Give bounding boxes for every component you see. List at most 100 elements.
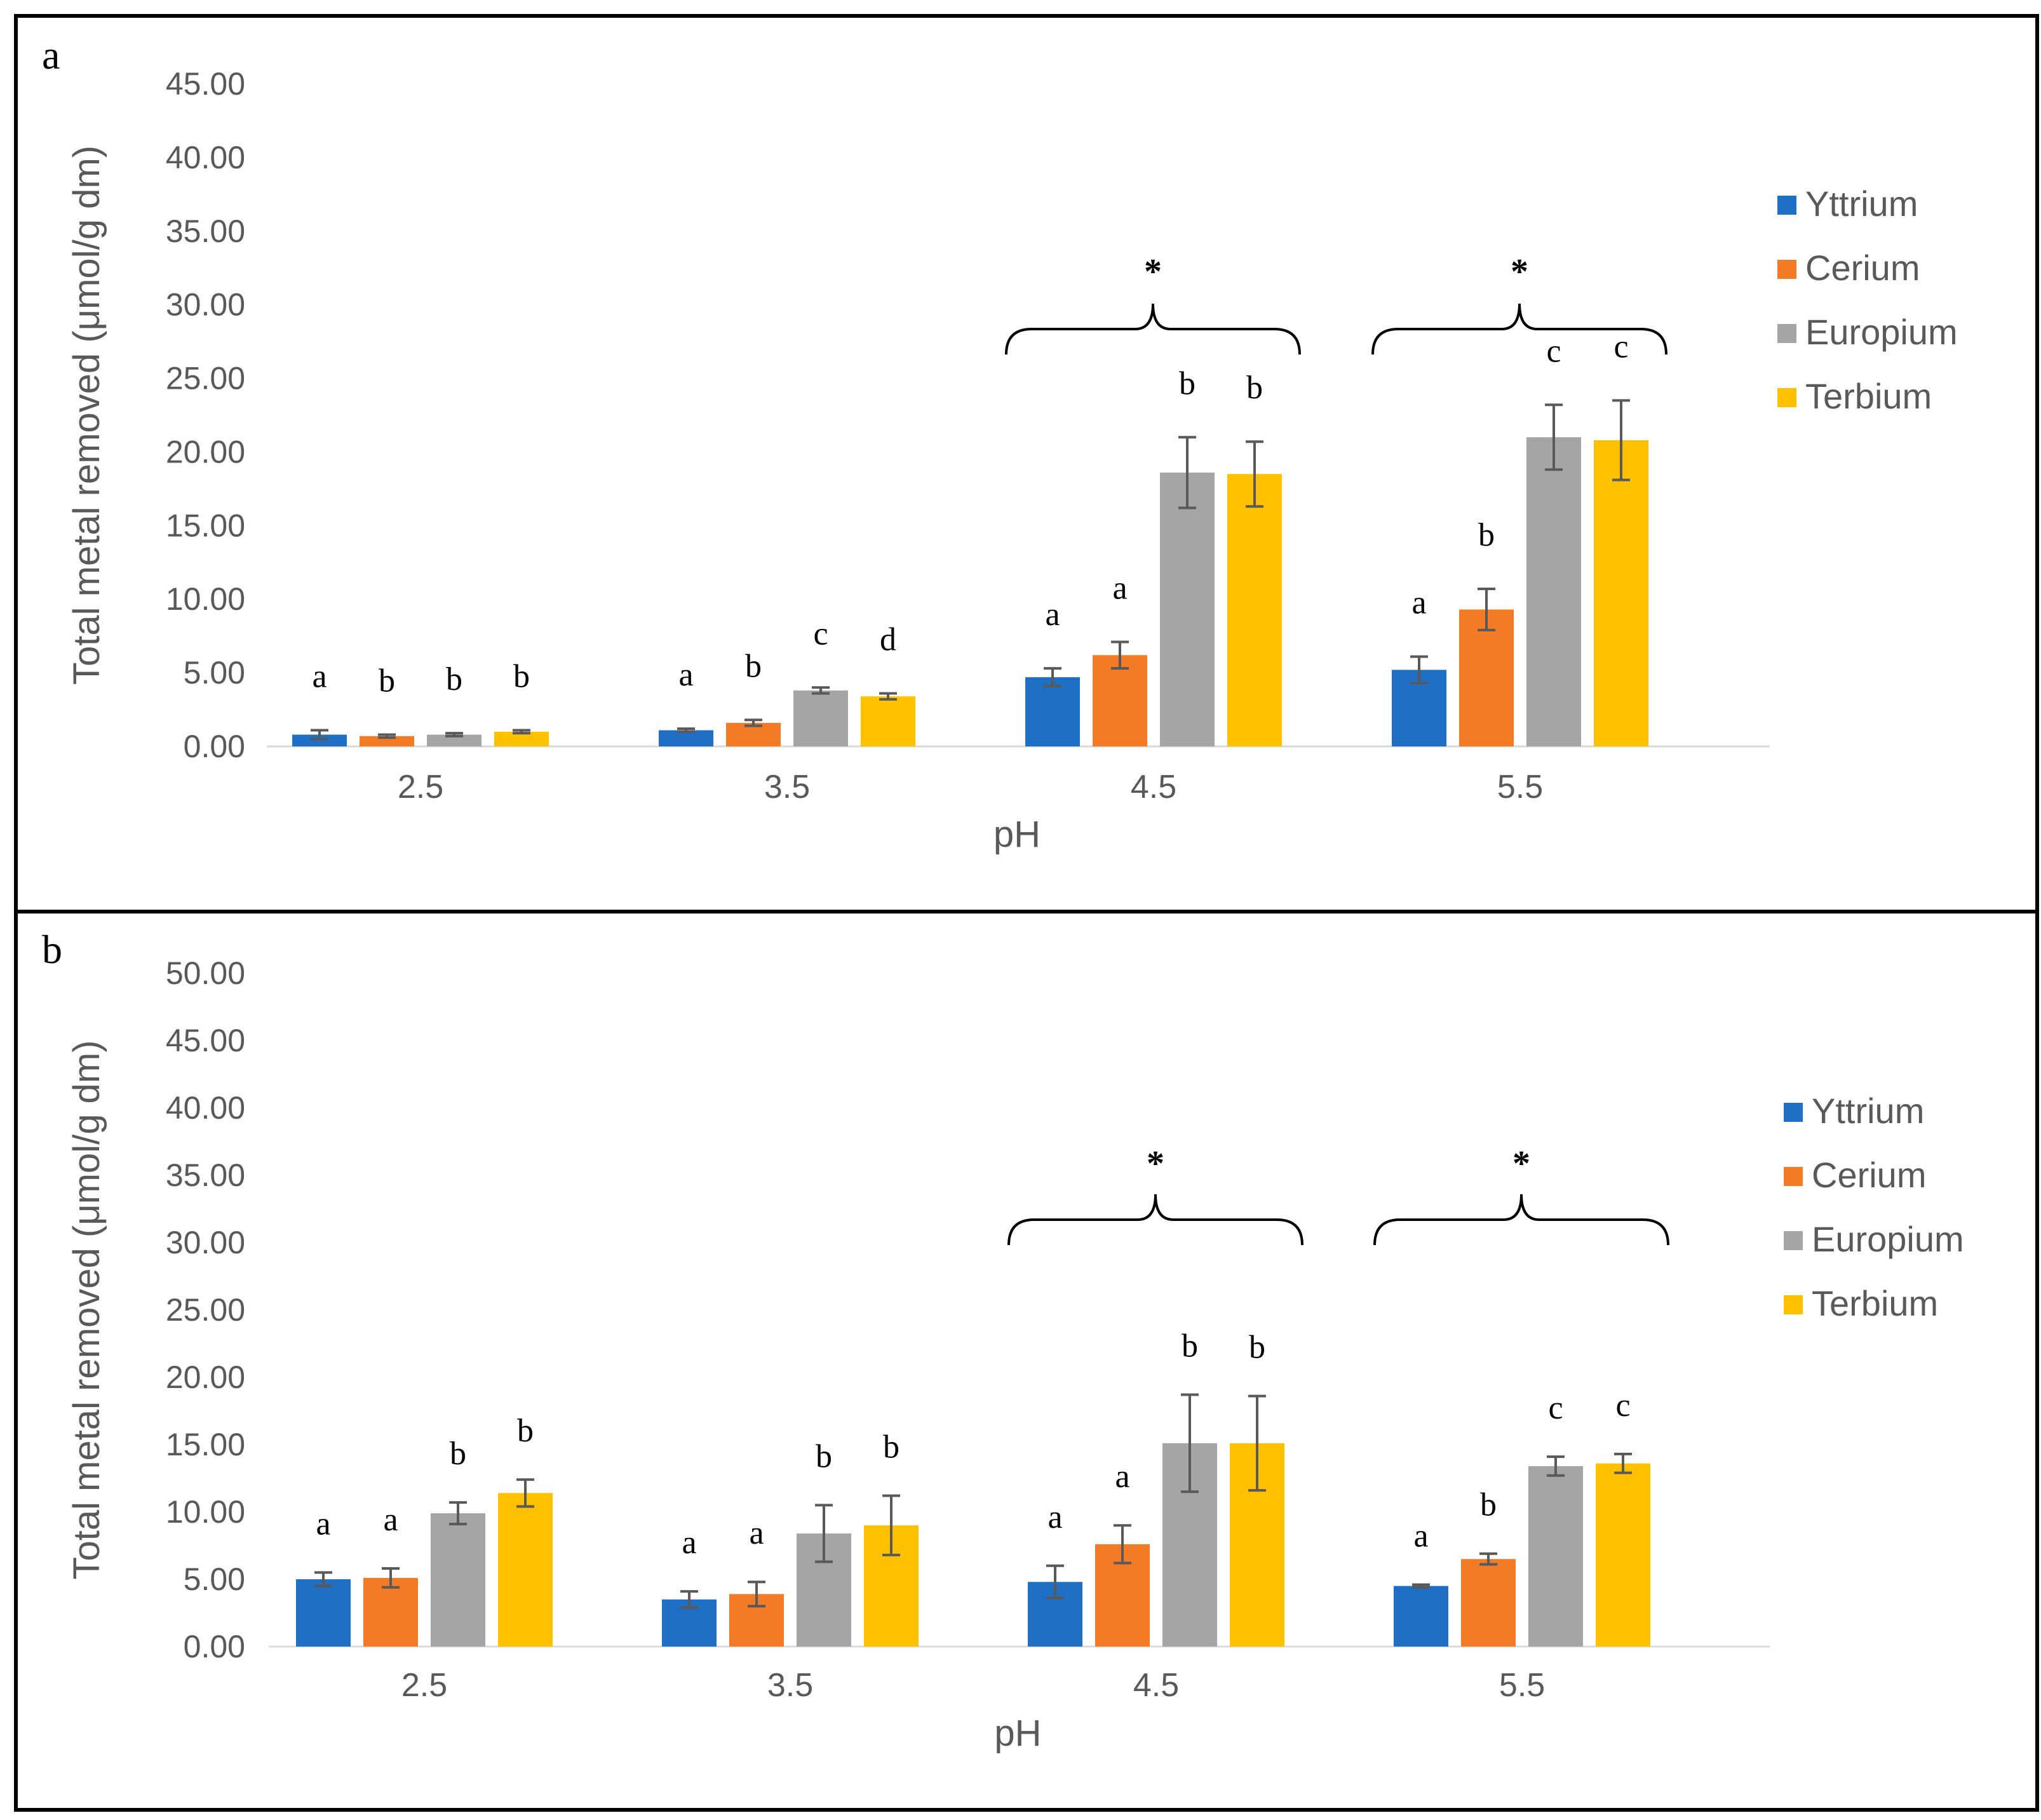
significance-asterisk: * xyxy=(1144,252,1162,292)
error-bar xyxy=(445,732,463,738)
legend-swatch-terbium xyxy=(1784,1295,1803,1314)
y-tick-label: 10.00 xyxy=(166,581,245,617)
y-tick-label: 45.00 xyxy=(166,66,245,102)
error-bar xyxy=(1046,1564,1064,1600)
bar-europium-pH-3.5 xyxy=(793,690,848,746)
bar-terbium-pH-2.5 xyxy=(494,731,549,746)
significance-brace xyxy=(1005,303,1301,355)
y-tick-label: 40.00 xyxy=(166,140,245,175)
legend-label-terbium: Terbium xyxy=(1812,1283,1938,1323)
significance-brace xyxy=(1007,1194,1303,1246)
legend-swatch-terbium xyxy=(1777,388,1796,407)
bar-europium-pH-2.5 xyxy=(431,1513,485,1647)
significance-letter: a xyxy=(682,1525,696,1561)
x-tick-label: 3.5 xyxy=(767,1667,813,1704)
y-tick-label: 20.00 xyxy=(166,1359,245,1395)
error-bar xyxy=(1478,587,1495,631)
bar-europium-pH-4.5 xyxy=(1160,472,1215,746)
error-bar xyxy=(1412,1583,1430,1589)
legend-swatch-europium xyxy=(1784,1231,1803,1250)
x-tick-label: 5.5 xyxy=(1499,1667,1545,1704)
error-bar xyxy=(449,1501,467,1526)
error-bar xyxy=(378,733,396,739)
legend-label-terbium: Terbium xyxy=(1805,376,1932,416)
error-bar xyxy=(680,1590,698,1609)
y-tick-label: 0.00 xyxy=(184,1629,245,1664)
legend-label-cerium: Cerium xyxy=(1812,1155,1926,1195)
bar-cerium-pH-4.5 xyxy=(1093,655,1147,746)
bar-europium-pH-2.5 xyxy=(427,734,482,746)
bar-terbium-pH-5.5 xyxy=(1594,440,1648,746)
error-bar xyxy=(1178,436,1196,509)
significance-letter: a xyxy=(1112,570,1127,606)
error-bar xyxy=(1111,640,1129,670)
significance-asterisk: * xyxy=(1512,1144,1530,1183)
significance-letter: b xyxy=(816,1438,832,1474)
error-bar xyxy=(882,1494,900,1556)
significance-letter: a xyxy=(1411,585,1426,621)
x-tick-label: 2.5 xyxy=(401,1667,447,1704)
error-bar xyxy=(513,729,530,735)
significance-brace xyxy=(1373,1194,1669,1246)
significance-letter: b xyxy=(1478,517,1495,553)
chart-a-svg: a 0.00 5.00 10.00 15.00 20.00 25.00 30.00 35.00 4… xyxy=(42,32,1958,855)
significance-letter: b xyxy=(379,663,395,699)
x-tick-label: 3.5 xyxy=(764,769,810,806)
chart-panel-a: a 0.00 5.00 10.00 15.00 20.00 25.00 30.00 35.00 4… xyxy=(14,14,2039,919)
legend-label-europium: Europium xyxy=(1812,1219,1964,1259)
significance-letter: a xyxy=(383,1502,398,1538)
significance-letter: c xyxy=(813,616,828,652)
bar-cerium-pH-5.5 xyxy=(1459,609,1514,746)
error-bar xyxy=(1044,667,1061,687)
error-bar xyxy=(815,1504,833,1563)
legend-swatch-europium xyxy=(1777,324,1796,343)
error-bar xyxy=(314,1571,332,1587)
significance-letter: b xyxy=(446,661,462,698)
error-bar xyxy=(744,718,762,727)
error-bar xyxy=(1114,1524,1131,1565)
x-tick-label: 5.5 xyxy=(1497,769,1543,806)
significance-letter: b xyxy=(1182,1328,1198,1365)
significance-letter: a xyxy=(1045,597,1060,633)
significance-letter: a xyxy=(1047,1499,1062,1535)
legend-swatch-yttrium xyxy=(1784,1103,1803,1122)
significance-letter: b xyxy=(450,1436,466,1472)
bar-cerium-pH-5.5 xyxy=(1461,1559,1516,1647)
panel-label-b: b xyxy=(42,927,62,972)
legend-swatch-cerium xyxy=(1784,1167,1803,1186)
bar-europium-pH-5.5 xyxy=(1528,1466,1583,1647)
bar-yttrium-pH-2.5 xyxy=(292,734,347,746)
significance-letter: b xyxy=(1179,365,1196,401)
significance-letter: d xyxy=(880,622,896,658)
y-axis-title: Total metal removed (μmol/g dm) xyxy=(66,1041,107,1580)
y-tick-label: 15.00 xyxy=(166,1427,245,1462)
x-tick-label: 4.5 xyxy=(1133,1667,1179,1704)
significance-letter: b xyxy=(883,1429,899,1466)
significance-letter: b xyxy=(745,648,762,684)
x-axis-title: pH xyxy=(994,1713,1041,1754)
bar-europium-pH-5.5 xyxy=(1526,437,1581,746)
significance-asterisk: * xyxy=(1511,252,1528,292)
significance-letter: c xyxy=(1615,1387,1630,1424)
error-bar xyxy=(1246,440,1263,508)
y-tick-label: 30.00 xyxy=(166,287,245,323)
significance-brace xyxy=(1371,303,1667,355)
error-bar xyxy=(1410,655,1428,685)
significance-letter: b xyxy=(1249,1330,1265,1366)
significance-letter: a xyxy=(312,659,327,695)
y-tick-label: 5.00 xyxy=(184,655,245,691)
significance-letter: c xyxy=(1548,1390,1563,1426)
y-tick-label: 15.00 xyxy=(166,508,245,543)
y-tick-label: 40.00 xyxy=(166,1090,245,1126)
bar-yttrium-pH-2.5 xyxy=(296,1579,351,1647)
bar-terbium-pH-3.5 xyxy=(861,696,915,746)
y-tick-label: 25.00 xyxy=(166,361,245,396)
y-tick-label: 20.00 xyxy=(166,434,245,469)
x-tick-label: 4.5 xyxy=(1131,769,1176,806)
significance-letter: b xyxy=(1480,1487,1497,1523)
panel-label-a: a xyxy=(42,32,60,78)
error-bar xyxy=(516,1478,534,1508)
error-bar xyxy=(311,729,328,741)
legend-label-europium: Europium xyxy=(1805,312,1958,352)
y-tick-label: 45.00 xyxy=(166,1023,245,1058)
